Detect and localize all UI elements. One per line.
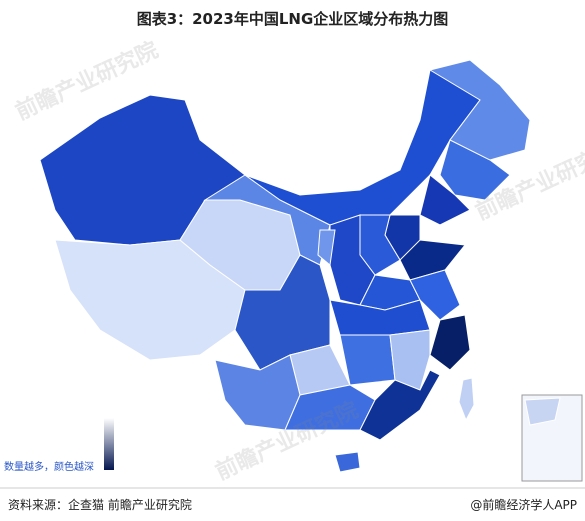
hainan [334,451,361,473]
jilin [439,139,511,201]
hunan [339,334,396,386]
heilongjiang [428,59,531,161]
taiwan [458,377,475,422]
guangdong [359,369,441,441]
ningxia [317,229,336,266]
inset-land [524,397,561,426]
jiangxi [389,329,431,391]
jiangsu-anhui [409,269,461,321]
shandong [399,239,466,281]
title: 图表3：2023年中国LNG企业区域分布热力图 [136,10,449,28]
credit: @前瞻经济学人APP [470,498,577,512]
sichuan [234,254,331,371]
fujian [429,314,471,371]
legend-gradient [104,418,114,470]
legend-label: 数量越多，颜色越深 [4,462,94,473]
liaoning [419,174,471,226]
source: 资料来源：企查猫 前瞻产业研究院 [8,498,192,512]
